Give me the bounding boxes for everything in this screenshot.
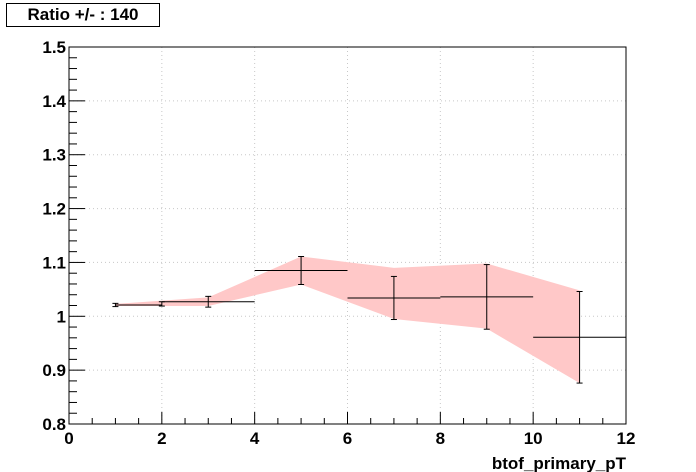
y-tick-label: 1.2 xyxy=(42,200,66,219)
x-tick-label: 6 xyxy=(343,429,352,448)
axis-ticks xyxy=(68,46,627,425)
x-tick-label: 12 xyxy=(617,429,636,448)
data-point-2 xyxy=(161,295,255,308)
data-point-3 xyxy=(254,256,348,286)
data-points-layer xyxy=(112,256,626,384)
x-tick-label: 8 xyxy=(436,429,445,448)
chart-title: Ratio +/- : 140 xyxy=(6,3,160,27)
y-tick-label: 1.5 xyxy=(42,38,66,57)
y-tick-label: 1.3 xyxy=(42,146,66,165)
tick-labels: 0 2 4 6 8 10 12 0.8 0.9 1 1.1 1.2 1.3 1.4 1.5 xyxy=(42,38,635,448)
y-tick-label: 1.1 xyxy=(42,253,66,272)
x-tick-label: 10 xyxy=(524,429,543,448)
y-tick-label: 0.9 xyxy=(42,361,66,380)
y-tick-label: 0.8 xyxy=(42,415,66,434)
data-point-5 xyxy=(440,264,534,330)
grid-lines xyxy=(69,47,626,424)
data-point-4 xyxy=(347,275,441,321)
x-tick-label: 4 xyxy=(250,429,260,448)
x-axis-label: btof_primary_pT xyxy=(492,454,627,472)
x-tick-label: 2 xyxy=(157,429,166,448)
x-tick-label: 0 xyxy=(64,429,73,448)
y-tick-label: 1.4 xyxy=(42,92,66,111)
y-tick-label: 1 xyxy=(57,307,66,326)
data-point-0 xyxy=(112,302,162,308)
data-point-6 xyxy=(533,291,626,384)
uncertainty-band xyxy=(115,256,580,384)
uncertainty-band-layer xyxy=(115,256,580,384)
